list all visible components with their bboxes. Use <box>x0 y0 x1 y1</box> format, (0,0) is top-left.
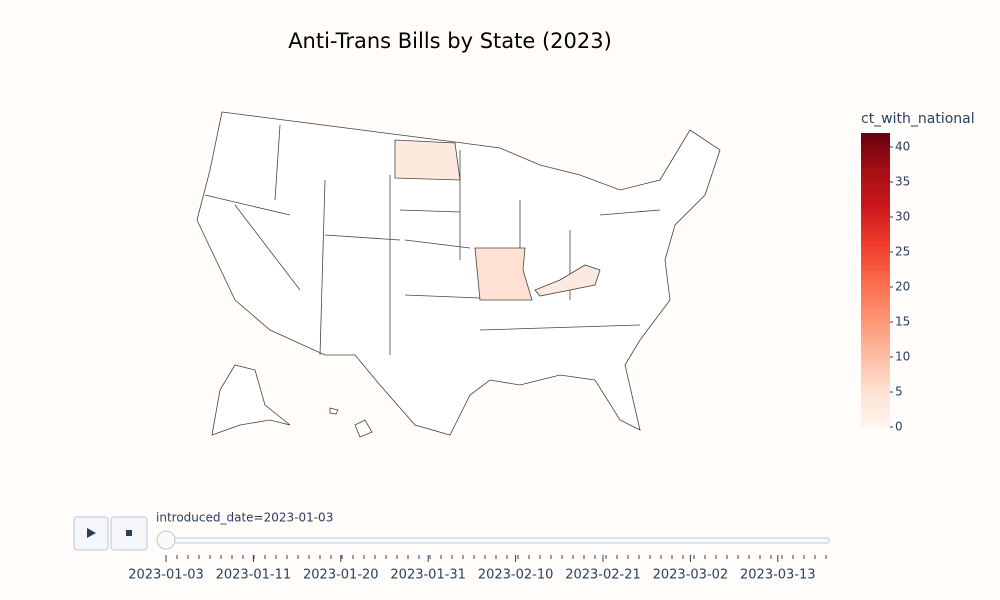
colorbar-step <box>861 191 890 198</box>
colorbar-step <box>861 407 890 413</box>
highlighted-states <box>394 139 601 301</box>
colorbar-step <box>861 201 890 207</box>
colorbar-tick-label: 0 <box>895 420 903 434</box>
colorbar-step <box>861 397 890 403</box>
colorbar-step <box>861 196 890 203</box>
slider-tick-label: 2023-03-02 <box>653 568 729 583</box>
chart-title: Anti-Trans Bills by State (2023) <box>288 29 612 53</box>
state <box>394 139 461 181</box>
colorbar-step <box>861 333 890 340</box>
colorbar-step <box>861 157 890 163</box>
slider-tick-label: 2023-02-21 <box>565 568 641 583</box>
slider-handle[interactable] <box>156 530 176 550</box>
colorbar-step <box>861 387 890 394</box>
colorbar-step <box>861 221 890 227</box>
colorbar-step <box>861 275 890 281</box>
slider-tick-label: 2023-01-03 <box>128 568 204 583</box>
colorbar-title: ct_with_national <box>861 111 975 127</box>
colorbar-step <box>861 142 890 149</box>
colorbar-step <box>861 226 890 232</box>
colorbar-tick-label: 5 <box>895 385 903 399</box>
colorbar-step <box>861 289 890 296</box>
colorbar-step <box>861 392 890 399</box>
colorbar-tick-label: 40 <box>895 140 910 154</box>
colorbar-step <box>861 152 890 158</box>
colorbar-step <box>861 314 890 320</box>
colorbar: 0 5 10 15 20 25 30 35 40 <box>861 133 910 434</box>
slider-tick-label: 2023-03-13 <box>740 568 816 583</box>
colorbar-step <box>861 162 890 168</box>
colorbar-step <box>861 319 890 325</box>
colorbar-step <box>861 299 890 305</box>
colorbar-step <box>861 245 890 252</box>
colorbar-step <box>861 343 890 350</box>
colorbar-step <box>861 147 890 154</box>
colorbar-step <box>861 358 890 364</box>
colorbar-step <box>861 235 890 242</box>
colorbar-step <box>861 382 890 389</box>
play-icon <box>87 528 96 538</box>
slider-ticks: 2023-01-03 2023-01-11 2023-01-20 2023-01-31… <box>128 555 827 583</box>
colorbar-step <box>861 309 890 315</box>
stop-icon <box>126 530 132 536</box>
slider-current-label: introduced_date=2023-01-03 <box>156 511 333 525</box>
colorbar-step <box>861 137 890 144</box>
slider-tick-label: 2023-01-31 <box>390 568 466 583</box>
colorbar-step <box>861 373 890 379</box>
colorbar-tick-label: 35 <box>895 175 910 189</box>
colorbar-step <box>861 182 890 188</box>
colorbar-step <box>861 265 890 271</box>
colorbar-tick-label: 30 <box>895 210 910 224</box>
colorbar-step <box>861 284 890 291</box>
colorbar-step <box>861 177 890 183</box>
colorbar-step <box>861 294 890 301</box>
colorbar-step <box>861 231 890 237</box>
colorbar-tick-label: 10 <box>895 350 910 364</box>
colorbar-step <box>861 422 890 428</box>
colorbar-tick-label: 25 <box>895 245 910 259</box>
hawaii <box>329 407 373 438</box>
colorbar-step <box>861 216 890 222</box>
slider-tick-label: 2023-02-10 <box>478 568 554 583</box>
colorbar-step <box>861 260 890 266</box>
us-outline <box>196 111 721 436</box>
state <box>474 247 533 301</box>
slider-track <box>159 537 830 544</box>
alaska <box>211 364 291 436</box>
colorbar-step <box>861 240 890 247</box>
colorbar-step <box>861 368 890 374</box>
colorbar-step <box>861 133 890 139</box>
colorbar-step <box>861 167 890 173</box>
colorbar-step <box>861 338 890 345</box>
colorbar-step <box>861 255 890 261</box>
slider-tick-label: 2023-01-20 <box>303 568 379 583</box>
state <box>534 264 601 297</box>
colorbar-tick-label: 20 <box>895 280 910 294</box>
colorbar-step <box>861 172 890 178</box>
colorbar-step <box>861 250 890 256</box>
colorbar-step <box>861 280 890 286</box>
colorbar-step <box>861 211 890 217</box>
colorbar-step <box>861 324 890 330</box>
colorbar-step <box>861 378 890 384</box>
slider-tick-label: 2023-01-11 <box>216 568 292 583</box>
colorbar-step <box>861 353 890 359</box>
map <box>196 111 721 438</box>
colorbar-step <box>861 270 890 276</box>
colorbar-step <box>861 329 890 335</box>
colorbar-step <box>861 363 890 369</box>
colorbar-step <box>861 304 890 310</box>
colorbar-step <box>861 348 890 354</box>
colorbar-step <box>861 186 890 193</box>
colorbar-tick-label: 15 <box>895 315 910 329</box>
colorbar-step <box>861 417 890 423</box>
colorbar-step <box>861 206 890 212</box>
colorbar-step <box>861 412 890 418</box>
colorbar-step <box>861 402 890 408</box>
